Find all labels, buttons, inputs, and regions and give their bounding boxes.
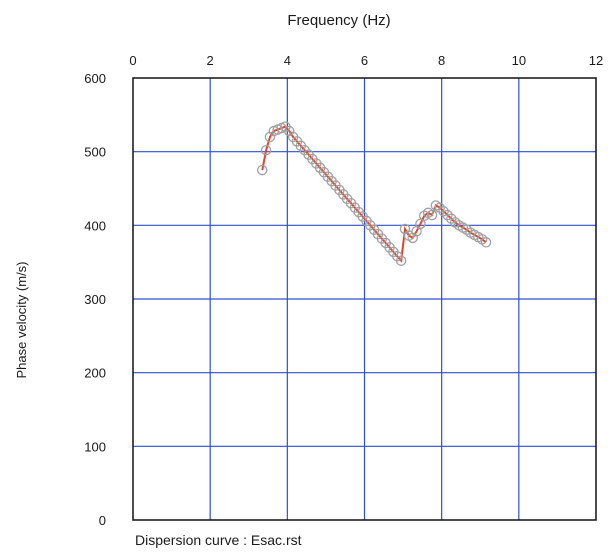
y-tick-label: 500	[84, 145, 106, 160]
y-tick-label: 400	[84, 218, 106, 233]
data-point	[438, 206, 449, 217]
plot-frame	[132, 77, 597, 521]
x-tick-label: 0	[129, 53, 136, 68]
grid	[133, 78, 596, 520]
y-tick-label: 200	[84, 366, 106, 381]
series-line	[261, 125, 487, 264]
data-point	[446, 213, 457, 224]
x-tick-labels: 0 2 4 6 8 10 12	[129, 53, 603, 68]
data-point	[442, 209, 453, 221]
chart-caption: Dispersion curve : Esac.rst	[135, 532, 302, 548]
x-tick-label: 6	[361, 53, 368, 68]
y-tick-label: 100	[84, 439, 106, 454]
data-point	[434, 202, 445, 213]
data-point	[257, 164, 268, 176]
series-layer	[257, 121, 492, 266]
data-point	[426, 209, 438, 221]
x-tick-label: 8	[438, 53, 445, 68]
x-tick-label: 2	[207, 53, 214, 68]
y-tick-label: 600	[84, 71, 106, 86]
y-axis-label: Phase velocity (m/s)	[14, 261, 29, 378]
x-tick-label: 12	[589, 53, 603, 68]
x-tick-label: 10	[512, 53, 526, 68]
y-tick-label: 300	[84, 292, 106, 307]
data-point	[395, 255, 407, 266]
x-axis-label: Frequency (Hz)	[287, 12, 390, 29]
data-point	[260, 144, 272, 156]
x-tick-label: 4	[284, 53, 291, 68]
data-point	[480, 237, 492, 248]
y-tick-labels: 0 100 200 300 400 500 600	[84, 71, 106, 528]
y-tick-label: 0	[99, 513, 106, 528]
